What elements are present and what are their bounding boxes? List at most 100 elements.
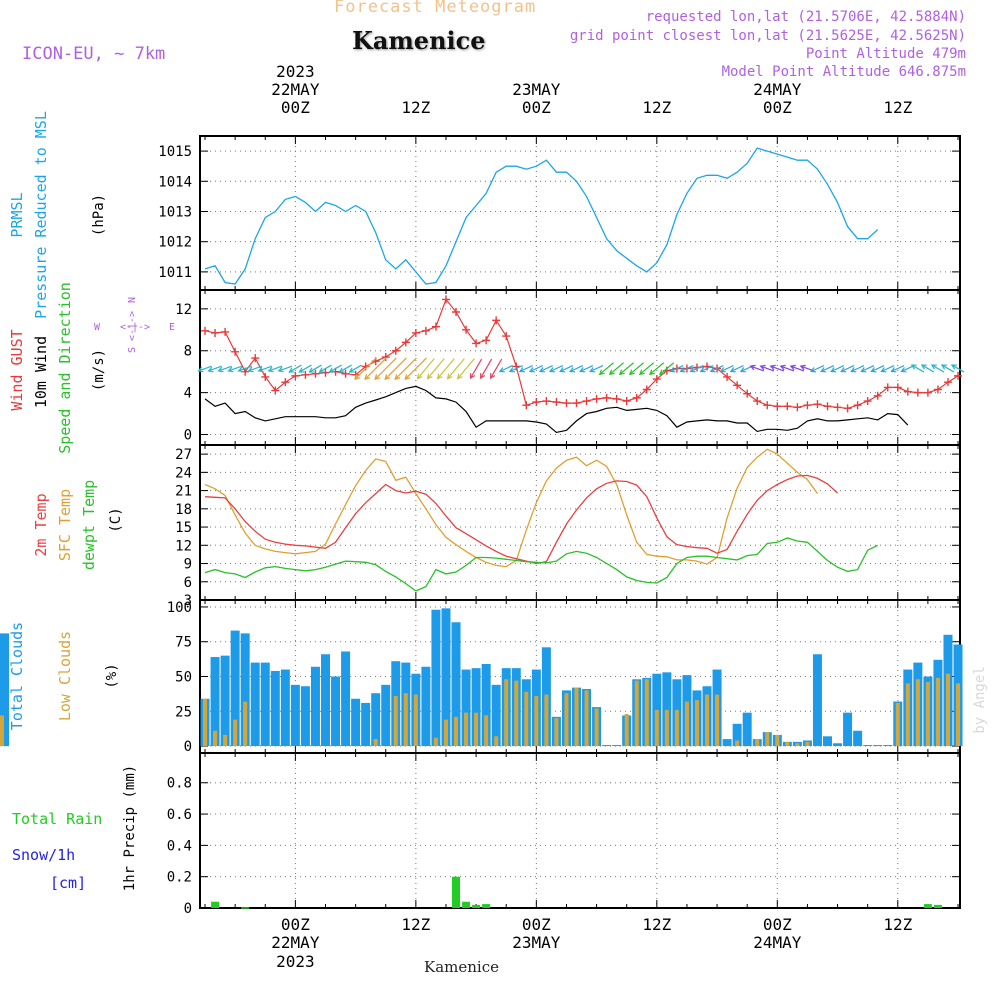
footer-location: Kamenice bbox=[424, 958, 499, 976]
wind-arrow-head bbox=[498, 367, 505, 373]
wind-arrow bbox=[427, 358, 445, 379]
bottom-hour-label: 00Z bbox=[281, 915, 310, 934]
wind-arrow bbox=[374, 357, 397, 380]
wind-arrow-head bbox=[416, 373, 423, 380]
total-cloud-bar bbox=[612, 745, 622, 747]
wind-arrow bbox=[490, 358, 503, 379]
wind-arrow bbox=[480, 358, 493, 379]
wind-arrow-head bbox=[850, 367, 857, 373]
compass-s: S bbox=[127, 347, 138, 353]
rain-bar bbox=[923, 904, 932, 908]
top-day-label: 22MAY bbox=[271, 80, 320, 99]
gust-marker bbox=[532, 398, 541, 407]
gust-marker bbox=[582, 397, 591, 406]
top-noon-label: 12Z bbox=[401, 98, 430, 117]
wind-arrow-head bbox=[950, 364, 957, 370]
gust-marker bbox=[462, 325, 471, 334]
pressure-label-1: PRMSL bbox=[8, 192, 26, 237]
gust-marker bbox=[401, 338, 410, 347]
rain-bar bbox=[933, 904, 942, 908]
low-cloud-bar bbox=[715, 694, 720, 747]
gust-marker bbox=[251, 354, 260, 363]
bottom-noon-label: 12Z bbox=[883, 915, 912, 934]
bottom-noon-label: 12Z bbox=[642, 915, 671, 934]
wind-arrow-head bbox=[809, 367, 817, 373]
gust-marker bbox=[391, 346, 400, 355]
total-cloud-bar bbox=[722, 739, 732, 747]
gust-marker bbox=[883, 383, 892, 392]
low-cloud-bar bbox=[956, 683, 961, 747]
point-altitude: Point Altitude 479m bbox=[805, 46, 966, 62]
wind-label-10m: 10m Wind bbox=[32, 336, 50, 408]
gust-marker bbox=[431, 322, 440, 331]
wind-arrow-head bbox=[618, 369, 625, 376]
low-cloud-bar bbox=[554, 718, 559, 747]
location-title: Kamenice bbox=[352, 26, 486, 55]
low-cloud-bar bbox=[233, 719, 238, 747]
total-cloud-bar bbox=[310, 666, 320, 747]
panel-pressure: 1011 1012 1013 1014 1015 bbox=[158, 135, 961, 291]
top-noon-label: 12Z bbox=[883, 98, 912, 117]
supertitle: Forecast Meteogram bbox=[334, 0, 537, 17]
compass-w: W bbox=[94, 322, 101, 333]
gust-marker bbox=[753, 397, 762, 406]
wind-arrow bbox=[198, 365, 212, 372]
wind-arrow bbox=[639, 362, 655, 375]
panel-frame bbox=[199, 752, 961, 909]
compass-rose: N S W E <-|-><-|-> bbox=[94, 297, 175, 353]
wind-arrow-head bbox=[669, 367, 676, 373]
wind-arrow-head bbox=[436, 373, 443, 380]
total-cloud-bar bbox=[883, 745, 893, 747]
gust-marker bbox=[311, 369, 320, 378]
total-cloud-bar bbox=[843, 712, 853, 747]
wind-arrow bbox=[437, 358, 455, 379]
total-cloud-bar bbox=[351, 698, 361, 747]
wind-arrow bbox=[248, 365, 263, 372]
y-tick-label: 8 bbox=[184, 344, 192, 360]
wind-direction-arrows bbox=[197, 357, 965, 381]
gust-marker bbox=[612, 394, 621, 403]
low-cloud-bar bbox=[785, 741, 790, 747]
top-day-label: 23MAY bbox=[512, 80, 561, 99]
low-cloud-bar bbox=[795, 743, 800, 747]
wind-arrow-head bbox=[328, 367, 335, 373]
wind-arrow-head bbox=[769, 364, 776, 371]
top-hour-label: 00Z bbox=[763, 98, 792, 117]
bottom-hour-label: 00Z bbox=[522, 915, 551, 934]
total-cloud-bar bbox=[421, 666, 431, 747]
gust-marker bbox=[602, 393, 611, 402]
low-cloud-bar bbox=[443, 719, 448, 747]
wind-arrow bbox=[349, 364, 362, 373]
gust-marker bbox=[291, 371, 300, 380]
gust-marker bbox=[773, 402, 782, 411]
wind-arrow-head bbox=[404, 374, 411, 381]
precip-label-rain: Total Rain bbox=[12, 810, 102, 828]
y-tick-label: 1014 bbox=[158, 174, 192, 190]
gust-marker bbox=[903, 387, 912, 396]
rain-bar bbox=[241, 907, 250, 909]
pressure-unit: (hPa) bbox=[91, 194, 107, 236]
total-cloud-bar bbox=[210, 657, 220, 747]
wind-arrow bbox=[278, 365, 293, 372]
cloud-label-low: Low Clouds bbox=[56, 631, 74, 721]
wind-arrow bbox=[871, 365, 885, 373]
low-cloud-bar bbox=[393, 695, 398, 747]
y-tick-label: 18 bbox=[175, 502, 192, 518]
top-hour-label: 00Z bbox=[522, 98, 551, 117]
rain-bar bbox=[462, 901, 471, 908]
wind-arrow-head bbox=[589, 367, 596, 373]
y-tick-label: 3 bbox=[184, 593, 192, 609]
wind-arrow-head bbox=[338, 367, 345, 373]
wind-arrow-head bbox=[426, 373, 433, 380]
y-tick-label: 0.4 bbox=[167, 838, 192, 854]
y-tick-label: 0 bbox=[184, 739, 192, 755]
total-cloud-bar bbox=[280, 669, 290, 747]
wind-arrow bbox=[750, 365, 765, 372]
gust-marker bbox=[492, 316, 501, 325]
gust-marker bbox=[642, 385, 651, 394]
wind-arrow bbox=[619, 362, 634, 375]
gust-marker bbox=[853, 401, 862, 410]
gust-marker bbox=[452, 307, 461, 316]
compass-ns: <-|-> bbox=[127, 311, 138, 341]
